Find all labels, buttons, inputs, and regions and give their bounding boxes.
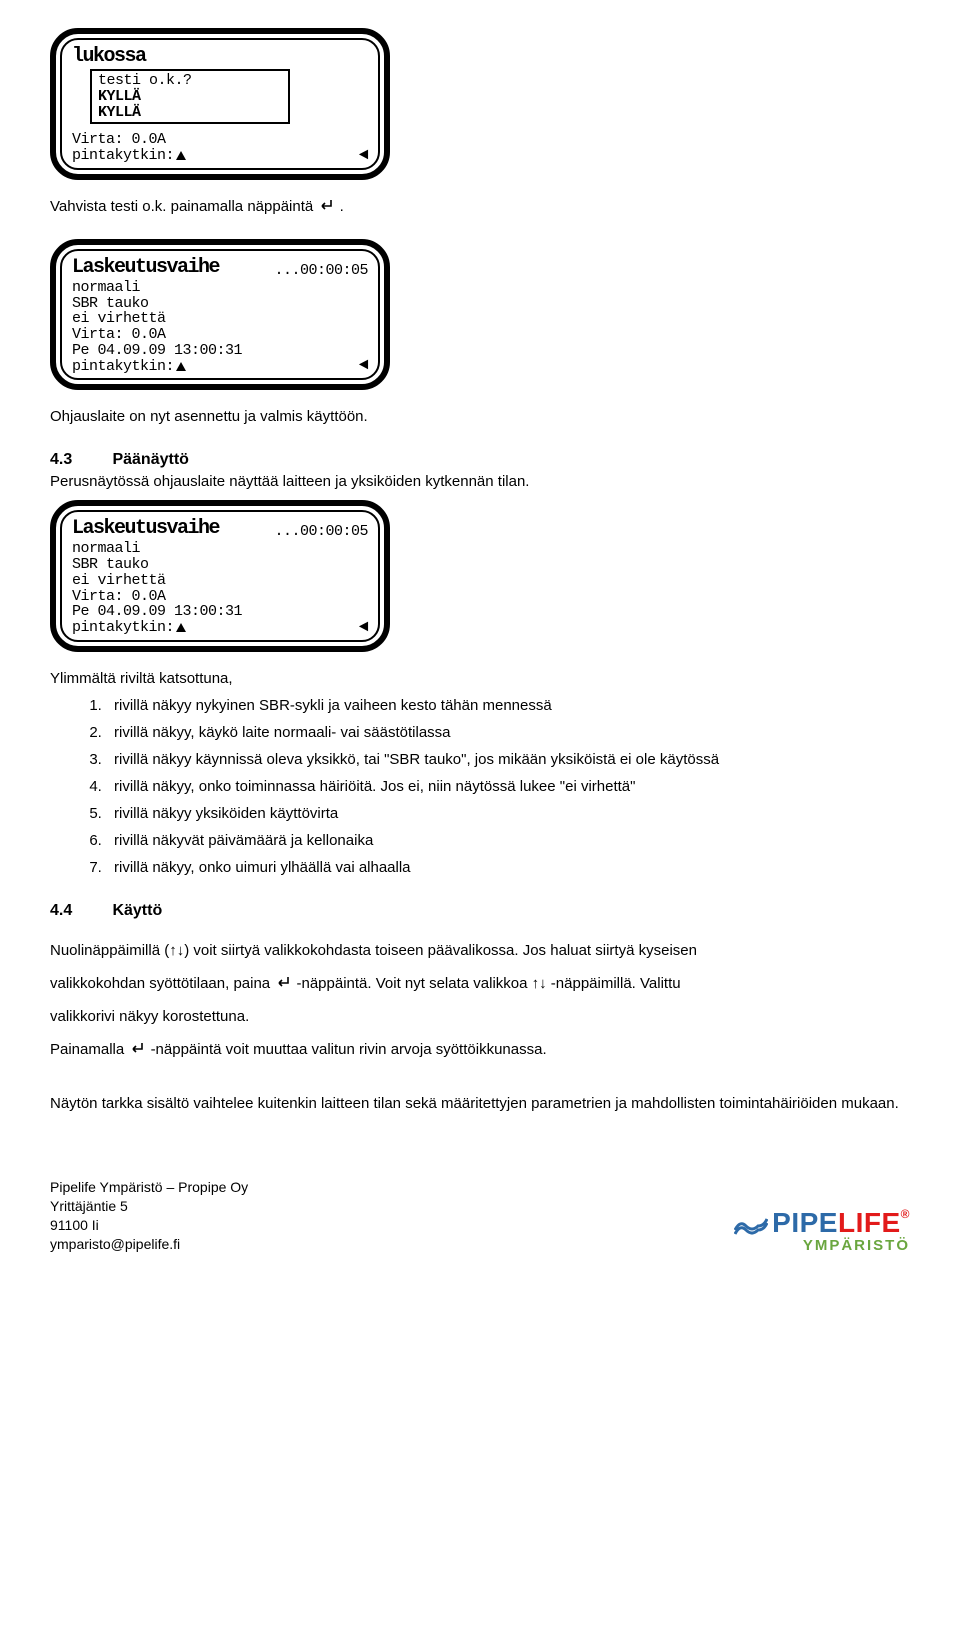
footer-line: ymparisto@pipelife.fi (50, 1235, 248, 1254)
lcd-line: Virta: 0.0A (72, 589, 368, 605)
lcd-title: lukossa (72, 46, 368, 67)
logo-wordmark: PIPELIFE® (734, 1207, 910, 1239)
lcd-footer-line: Virta: 0.0A (72, 132, 368, 148)
list-item: rivillä näkyy, käykö laite normaali- vai… (106, 724, 910, 741)
lcd-left-arrow-icon: ◄ (359, 357, 368, 374)
lcd-box-line: testi o.k.? (98, 73, 282, 89)
lcd-screen-2: Laskeutusvaihe ...00:00:05 normaali SBR … (50, 239, 390, 391)
caption-1: Vahvista testi o.k. painamalla näppäintä… (50, 198, 910, 215)
section-44-para2: Näytön tarkka sisältö vaihtelee kuitenki… (50, 1090, 910, 1119)
enter-key-icon (274, 976, 292, 990)
section-heading-4-3: 4.3 Päänäyttö (50, 451, 910, 469)
lcd-inner: Laskeutusvaihe ...00:00:05 normaali SBR … (60, 510, 380, 642)
lcd-title: Laskeutusvaihe (72, 518, 219, 539)
list-item: rivillä näkyy yksiköiden käyttövirta (106, 805, 910, 822)
lcd-timer: ...00:00:05 (274, 263, 368, 279)
footer-line: 91100 Ii (50, 1216, 248, 1235)
lcd-title: Laskeutusvaihe (72, 257, 219, 278)
lcd-screen-1: lukossa testi o.k.? KYLLÄ KYLLÄ Virta: 0… (50, 28, 390, 180)
footer-line: Pipelife Ympäristö – Propipe Oy (50, 1178, 248, 1197)
lcd-line: pintakytkin: (72, 359, 368, 375)
lcd-line: ei virhettä (72, 573, 368, 589)
page-footer: Pipelife Ympäristö – Propipe Oy Yrittäjä… (50, 1178, 910, 1254)
lcd-timer: ...00:00:05 (274, 524, 368, 540)
footer-address: Pipelife Ympäristö – Propipe Oy Yrittäjä… (50, 1178, 248, 1254)
lcd-title-row: Laskeutusvaihe ...00:00:05 (72, 257, 368, 280)
section-title: Päänäyttö (112, 451, 188, 468)
lcd-line: SBR tauko (72, 296, 368, 312)
list-item: rivillä näkyvät päivämäärä ja kellonaika (106, 832, 910, 849)
section-title: Käyttö (112, 902, 162, 919)
list-item: rivillä näkyy käynnissä oleva yksikkö, t… (106, 751, 910, 768)
list-item: rivillä näkyy, onko uimuri ylhäällä vai … (106, 859, 910, 876)
lcd-box-line: KYLLÄ (98, 105, 282, 121)
float-switch-icon (174, 147, 186, 164)
lcd-line: normaali (72, 280, 368, 296)
lcd-line: normaali (72, 541, 368, 557)
lcd-left-arrow-icon: ◄ (359, 619, 368, 636)
section-intro: Perusnäytössä ohjauslaite näyttää laitte… (50, 473, 910, 490)
lcd-inner: lukossa testi o.k.? KYLLÄ KYLLÄ Virta: 0… (60, 38, 380, 170)
lcd-line: Pe 04.09.09 13:00:31 (72, 343, 368, 359)
section-heading-4-4: 4.4 Käyttö (50, 902, 910, 920)
section-number: 4.3 (50, 451, 108, 469)
caption-2: Ohjauslaite on nyt asennettu ja valmis k… (50, 408, 910, 425)
lcd-popup-box: testi o.k.? KYLLÄ KYLLÄ (90, 69, 290, 124)
list-item: rivillä näkyy nykyinen SBR-sykli ja vaih… (106, 697, 910, 714)
lcd-line: ei virhettä (72, 311, 368, 327)
enter-key-icon (317, 199, 335, 213)
lcd-line: Pe 04.09.09 13:00:31 (72, 604, 368, 620)
lcd-footer-line: pintakytkin: (72, 148, 368, 164)
list-item: rivillä näkyy, onko toiminnassa häiriöit… (106, 778, 910, 795)
wave-icon (734, 1211, 768, 1235)
enter-key-icon (128, 1042, 146, 1056)
lcd-title-row: Laskeutusvaihe ...00:00:05 (72, 518, 368, 541)
footer-line: Yrittäjäntie 5 (50, 1197, 248, 1216)
logo-subtitle: YMPÄRISTÖ (734, 1237, 910, 1254)
section-number: 4.4 (50, 902, 108, 920)
lcd-box-line: KYLLÄ (98, 89, 282, 105)
float-switch-icon (174, 619, 186, 636)
lcd-left-arrow-icon: ◄ (359, 147, 368, 164)
list-intro: Ylimmältä riviltä katsottuna, (50, 670, 910, 687)
float-switch-icon (174, 358, 186, 375)
lcd-inner: Laskeutusvaihe ...00:00:05 normaali SBR … (60, 249, 380, 381)
row-description-list: rivillä näkyy nykyinen SBR-sykli ja vaih… (50, 697, 910, 876)
lcd-screen-3: Laskeutusvaihe ...00:00:05 normaali SBR … (50, 500, 390, 652)
section-44-para: Nuolinäppäimillä (↑↓) voit siirtyä valik… (50, 934, 910, 1066)
lcd-line: Virta: 0.0A (72, 327, 368, 343)
lcd-line: SBR tauko (72, 557, 368, 573)
registered-icon: ® (901, 1207, 910, 1221)
lcd-line: pintakytkin: (72, 620, 368, 636)
pipelife-logo: PIPELIFE® YMPÄRISTÖ (734, 1207, 910, 1254)
